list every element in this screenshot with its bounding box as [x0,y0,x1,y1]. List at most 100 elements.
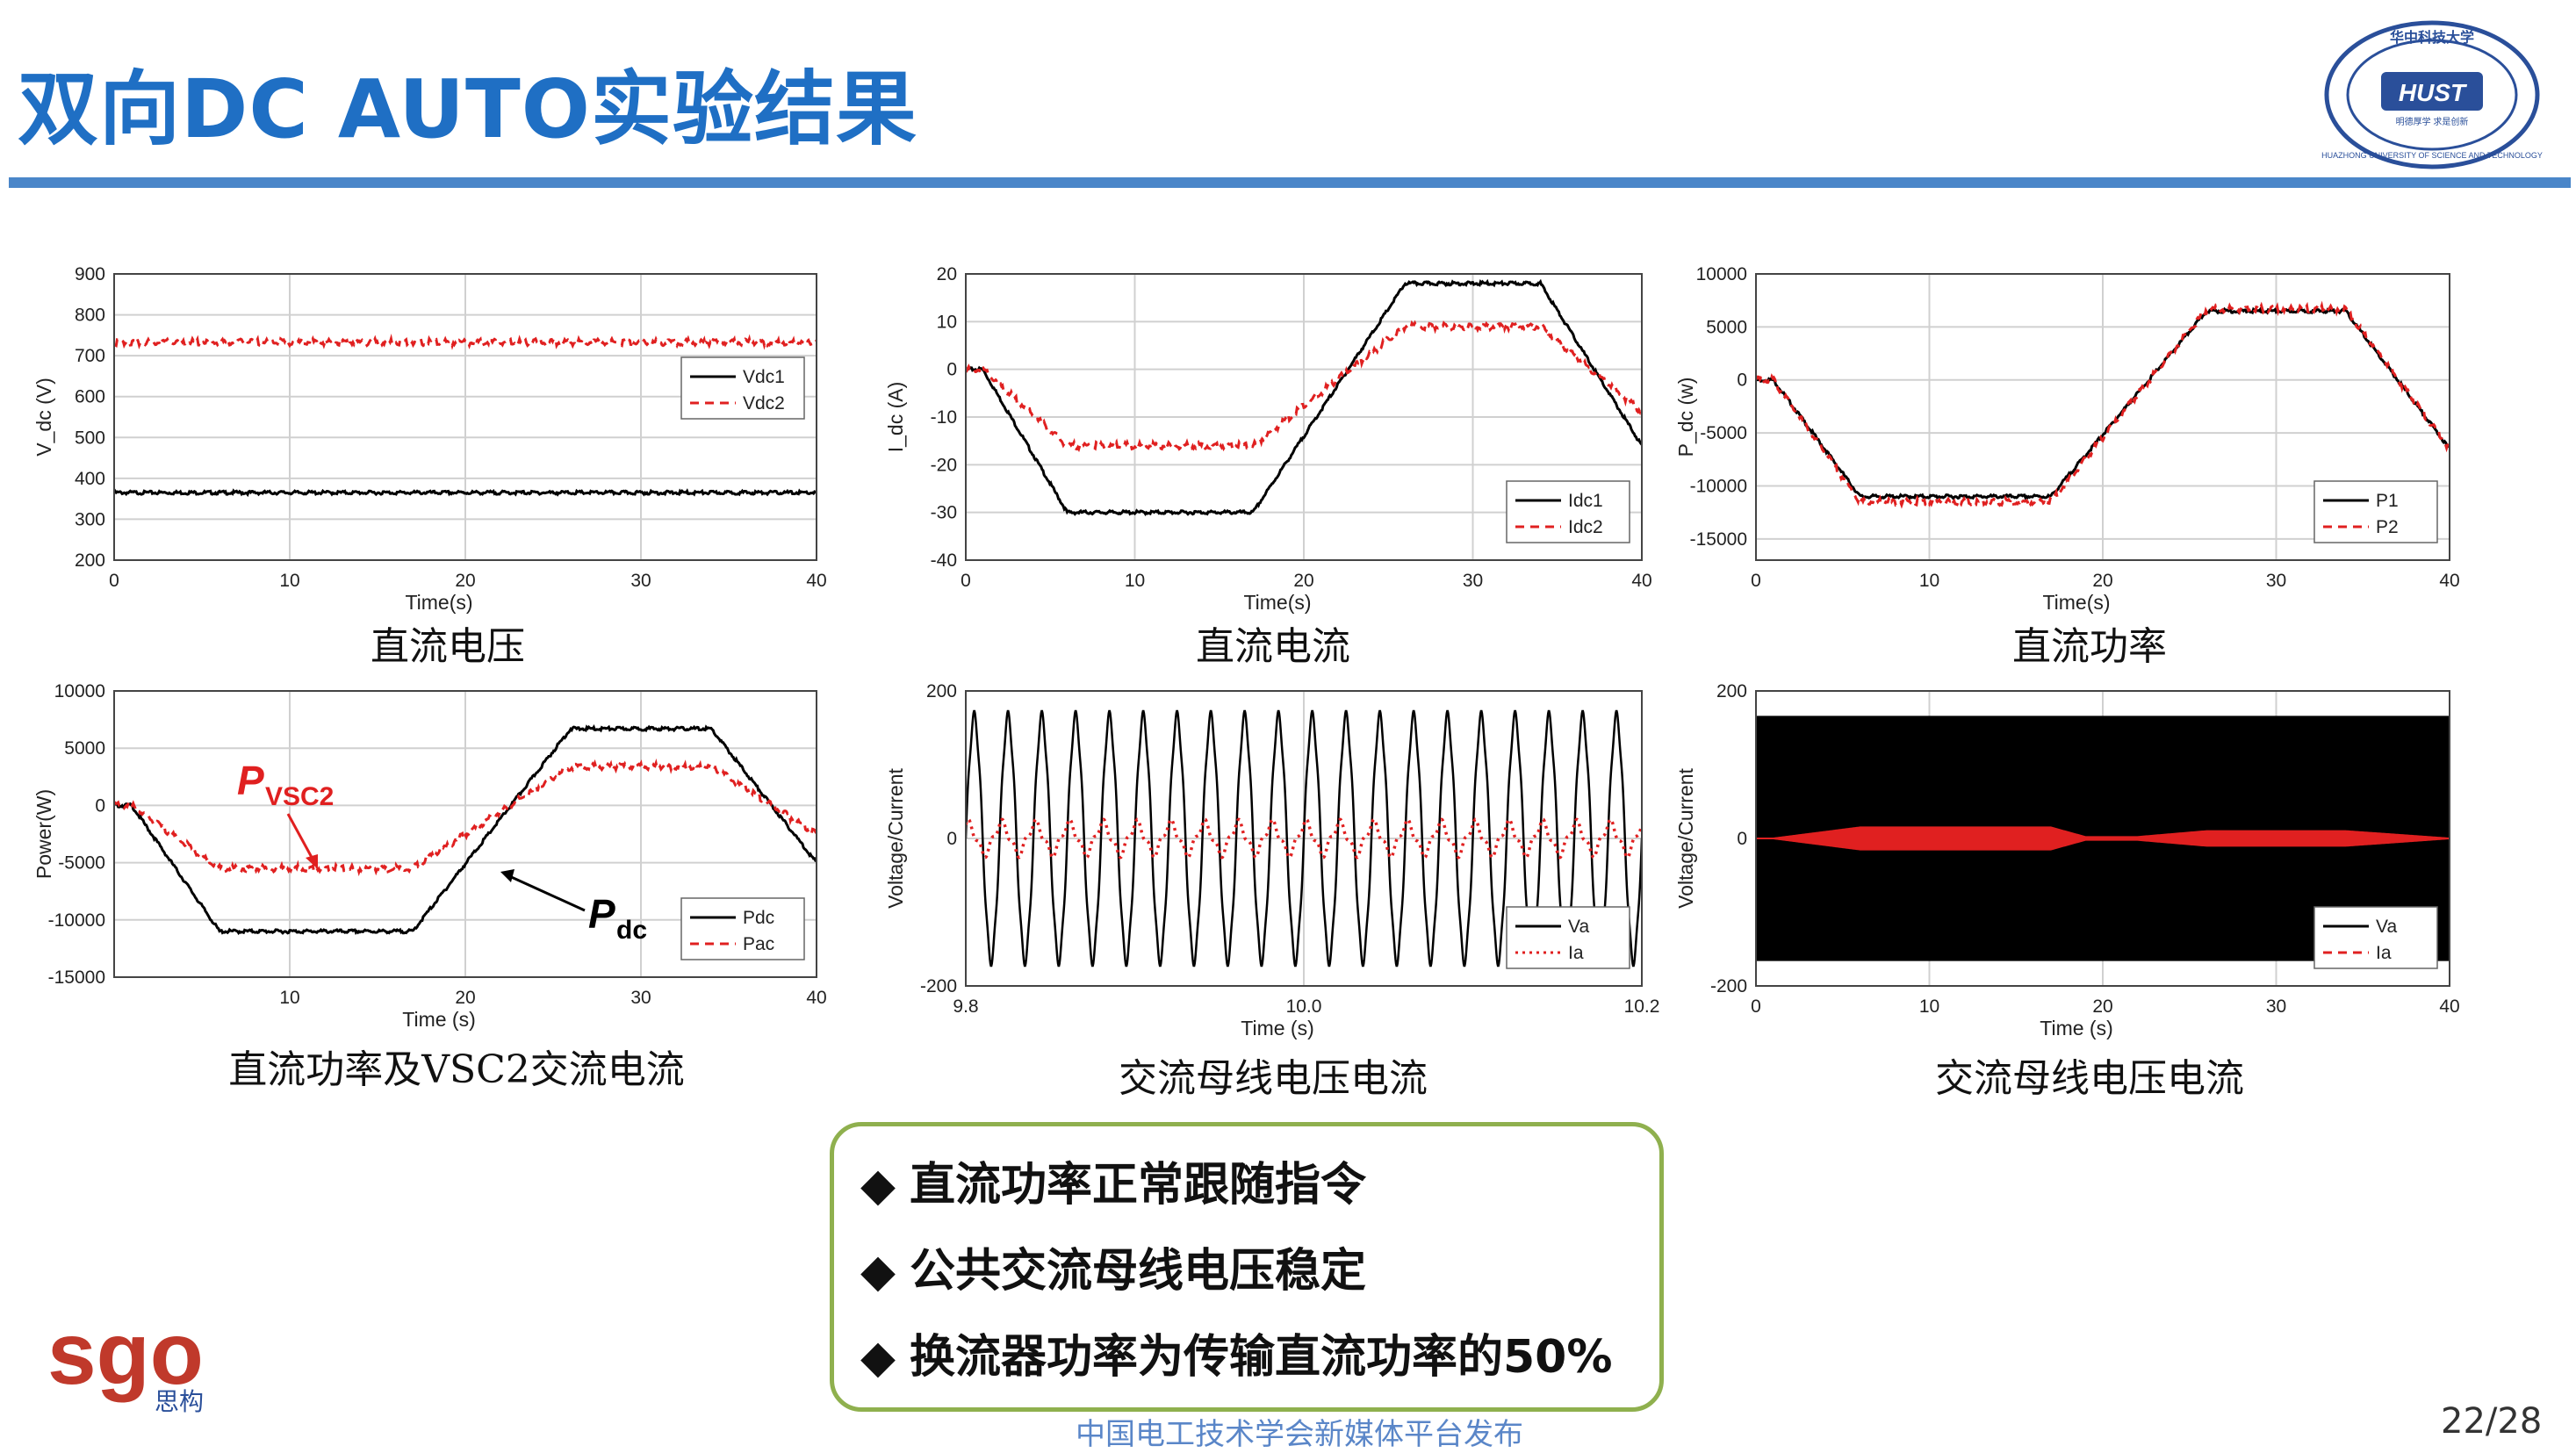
series-line-pac [114,758,817,877]
legend-label: Idc2 [1568,517,1603,537]
y-tick-label: -200 [920,976,957,996]
caption-ac-full: 交流母线电压电流 [1935,1056,2244,1101]
y-tick-label: -20 [931,455,957,475]
legend-label: Vdc2 [743,393,785,414]
x-tick-label: 10 [1919,571,1939,591]
svg-text:HUAZHONG UNIVERSITY OF SCIENCE: HUAZHONG UNIVERSITY OF SCIENCE AND TECHN… [2321,151,2543,160]
y-axis-label: Power(W) [32,789,55,879]
x-tick-label: 40 [806,988,826,1008]
legend-label: Pac [743,934,774,954]
y-tick-label: -15000 [1690,529,1747,550]
series-band-ia [1756,826,2450,851]
arrow-head-icon [306,854,318,869]
x-tick-label: 10.0 [1286,996,1322,1017]
x-tick-label: 10 [279,571,299,591]
legend-label: P2 [2376,517,2399,537]
x-tick-label: 40 [2439,996,2459,1017]
caption-pdc: 直流功率 [2012,624,2167,669]
annotation-subscript: dc [616,916,647,945]
x-axis-label: Time(s) [1243,591,1311,614]
y-tick-label: 0 [1737,370,1747,391]
x-tick-label: 40 [2439,571,2459,591]
plot-frame [965,273,1643,561]
legend-label: Idc1 [1568,491,1603,511]
y-tick-label: -30 [931,503,957,523]
x-axis-label: Time(s) [405,591,472,614]
annotation-arrow [286,813,316,863]
x-tick-label: 30 [630,571,651,591]
y-axis-label: V_dc (V) [32,378,55,456]
y-tick-label: 10 [937,312,957,332]
legend: Va Ia [2313,906,2438,969]
series-line-vdc1 [114,488,817,498]
legend-label: Va [2376,917,2397,937]
plot-area [966,278,1642,517]
y-tick-label: -5000 [1700,423,1747,443]
y-axis-label: Voltage/Current [1674,767,1697,908]
chart-pdc: 0 10 20 30 40 -15000 -10000 -5000 0 5000 10000 Time… [1674,264,2460,614]
plot-frame [1755,273,2450,561]
caption-pvsc: 直流功率及VSC2交流电流 [228,1047,685,1092]
legend-label: Ia [1568,943,1584,963]
legend-label: Pdc [743,908,774,928]
y-tick-label: 400 [75,469,105,489]
diamond-bullet-icon: ◆ [860,1159,896,1212]
diamond-bullet-icon: ◆ [860,1331,896,1384]
x-tick-label: 20 [455,988,475,1008]
x-axis-label: Time (s) [1241,1017,1313,1039]
series-line-pdc [114,723,817,936]
series-line-p1 [1756,306,2450,500]
legend-label: Ia [2376,943,2392,963]
title-rule [9,177,2571,188]
summary-box: ◆ 直流功率正常跟随指令 ◆ 公共交流母线电压稳定 ◆ 换流器功率为传输直流功率的50… [830,1122,1664,1412]
y-tick-label: -15000 [48,967,105,988]
x-tick-label: 10 [279,988,299,1008]
legend-box [680,356,805,420]
legend: Idc1 Idc2 [1506,480,1630,543]
x-tick-label: 30 [2266,996,2286,1017]
x-tick-label: 0 [109,571,119,591]
y-tick-label: 0 [95,795,105,816]
legend: Va Ia [1506,906,1630,969]
y-tick-label: -5000 [58,853,105,874]
x-tick-label: 9.8 [953,996,978,1017]
x-tick-label: 10 [1919,996,1939,1017]
legend-box [2313,480,2438,543]
annotation-arrow [507,874,586,912]
legend-label: Vdc1 [743,367,785,387]
arrow-head-icon [500,869,514,882]
x-axis-label: Time (s) [2040,1017,2112,1039]
x-tick-label: 10 [1125,571,1145,591]
footer-publisher: 中国电工技术学会新媒体平台发布 [1076,1417,1523,1452]
y-tick-label: 0 [1737,829,1747,849]
y-tick-label: 0 [946,829,957,849]
university-logo: HUST 华中科技大学 HUAZHONG UNIVERSITY OF SCIEN… [2321,20,2543,169]
series-line-ia [966,817,1642,860]
plot-frame [1755,690,2450,987]
svg-text:HUST: HUST [2399,79,2468,106]
x-tick-label: 20 [1293,571,1313,591]
y-tick-label: 900 [75,264,105,284]
y-tick-label: 200 [1716,681,1747,701]
y-axis-label: P_dc (w) [1674,378,1697,457]
x-axis-label: Time (s) [402,1008,475,1031]
y-tick-label: -10 [931,407,957,428]
plot-frame [113,690,817,978]
x-tick-label: 0 [1751,996,1761,1017]
plot-area [1756,300,2450,510]
y-tick-label: 800 [75,306,105,326]
x-axis-label: Time(s) [2042,591,2110,614]
y-tick-label: 0 [946,360,957,380]
chart-vdc: 0 10 20 30 40 200 300 400 500 600 700 800 900 Time(s)… [32,264,827,614]
sgo-logo: sgo 思构 [47,1305,204,1415]
y-tick-label: 10000 [1696,264,1747,284]
y-tick-label: 200 [75,550,105,571]
y-tick-label: 200 [926,681,957,701]
plot-area [114,334,817,498]
legend: Pdc Pac [680,897,805,960]
svg-text:明德厚学 求是创新: 明德厚学 求是创新 [2396,116,2469,127]
plot-area [1756,716,2450,961]
